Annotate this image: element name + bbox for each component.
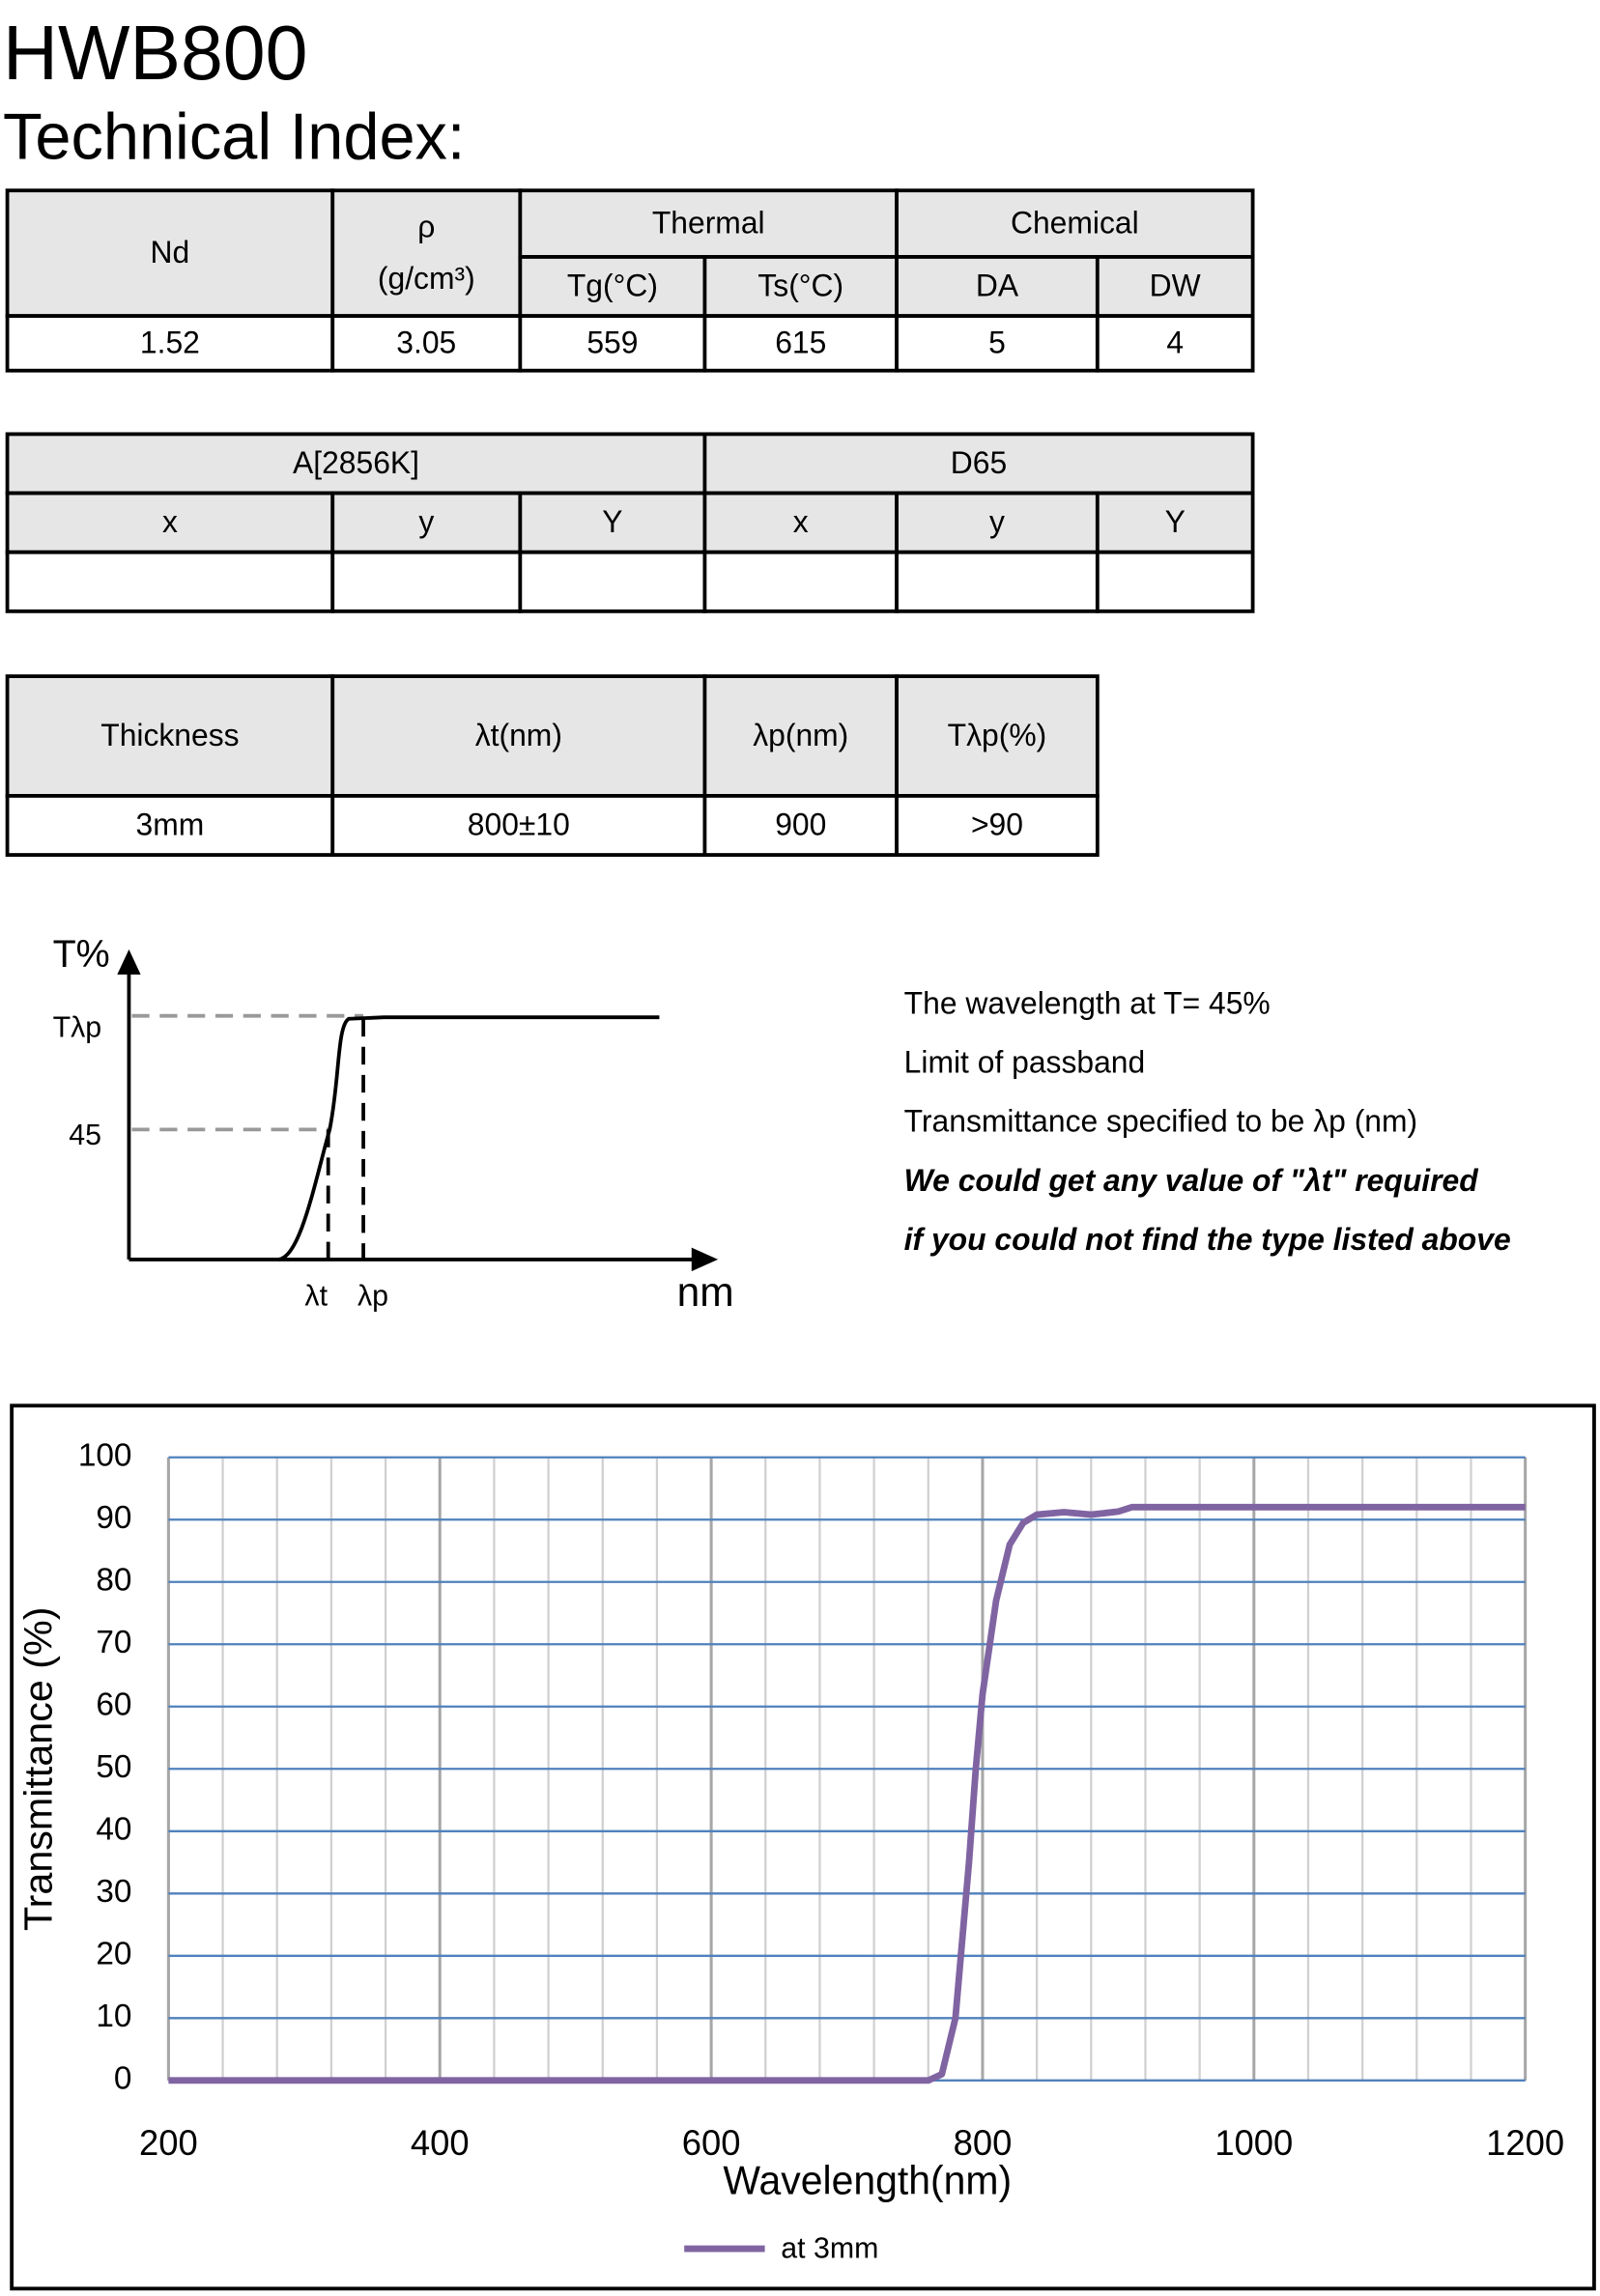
y-tick-label: 0 bbox=[114, 2061, 132, 2097]
diagram-label: λp bbox=[357, 1280, 388, 1313]
table-cell bbox=[330, 491, 523, 554]
cell-text: A[2856K] bbox=[293, 445, 419, 480]
cell-text: DW bbox=[1150, 268, 1202, 302]
note: Transmittance specified to be λp (nm) bbox=[904, 1104, 1417, 1139]
diagram-label: 45 bbox=[69, 1119, 101, 1151]
diagram-label: T% bbox=[53, 933, 110, 976]
y-tick-label: 30 bbox=[96, 1874, 131, 1910]
x-tick-label: 1200 bbox=[1486, 2123, 1564, 2163]
curve bbox=[277, 1015, 660, 1261]
cell-text: x bbox=[162, 504, 178, 539]
y-tick-label: 80 bbox=[96, 1563, 131, 1599]
y-tick-label: 90 bbox=[96, 1500, 131, 1536]
x-axis-title: Wavelength(nm) bbox=[723, 2159, 1012, 2203]
table-cell bbox=[702, 432, 1255, 496]
arrow bbox=[117, 949, 141, 975]
diagram-label: λt bbox=[304, 1280, 328, 1313]
table-cell bbox=[330, 550, 523, 613]
cell-text: (g/cm³) bbox=[378, 261, 475, 296]
series-line bbox=[168, 1503, 1526, 2084]
cell-text: y bbox=[989, 504, 1005, 539]
x-tick-label: 1000 bbox=[1214, 2123, 1293, 2163]
table-cell bbox=[895, 674, 1100, 798]
x-tick-label: 400 bbox=[411, 2123, 470, 2163]
y-axis-title: Transmittance (%) bbox=[15, 1607, 60, 1931]
table-cell bbox=[5, 550, 335, 613]
note: Limit of passband bbox=[904, 1044, 1146, 1079]
cell-text: y bbox=[418, 504, 434, 539]
table-cell bbox=[5, 491, 335, 554]
y-tick-label: 70 bbox=[96, 1625, 131, 1660]
subtitle: Technical Index: bbox=[3, 100, 465, 173]
cell-text: Y bbox=[1165, 504, 1186, 539]
cell-text: 559 bbox=[586, 325, 638, 359]
note: We could get any value of "λt" required bbox=[904, 1163, 1479, 1198]
table-cell bbox=[518, 314, 707, 373]
table-cell bbox=[702, 674, 899, 798]
model-title: HWB800 bbox=[3, 10, 307, 96]
chart-frame bbox=[10, 1403, 1596, 2291]
table-cell bbox=[1095, 255, 1255, 319]
table-cell bbox=[1095, 550, 1255, 613]
cell-text: λp(nm) bbox=[753, 718, 848, 752]
table-cell bbox=[1095, 491, 1255, 554]
legend-label: at 3mm bbox=[781, 2232, 878, 2265]
y-tick-label: 60 bbox=[96, 1687, 131, 1723]
table-cell bbox=[895, 550, 1100, 613]
note: The wavelength at T= 45% bbox=[904, 985, 1271, 1020]
cell-text: 615 bbox=[775, 325, 826, 359]
table-cell bbox=[330, 794, 707, 857]
y-tick-label: 20 bbox=[96, 1937, 131, 1972]
table-cell bbox=[5, 188, 335, 319]
cell-text: 3.05 bbox=[396, 325, 456, 359]
y-tick-label: 100 bbox=[78, 1438, 132, 1474]
cell-text: Tλp(%) bbox=[948, 718, 1047, 752]
x-tick-label: 600 bbox=[682, 2123, 741, 2163]
cell-text: Y bbox=[602, 504, 622, 539]
cell-text: Nd bbox=[151, 235, 190, 269]
cell-text: D65 bbox=[951, 445, 1007, 480]
x-tick-label: 200 bbox=[139, 2123, 198, 2163]
cell-text: 4 bbox=[1166, 325, 1184, 359]
cell-text: >90 bbox=[971, 807, 1023, 841]
cell-text: Chemical bbox=[1011, 205, 1139, 240]
cell-text: x bbox=[793, 504, 809, 539]
cell-text: λt(nm) bbox=[475, 718, 562, 752]
cell-text: Tg(°C) bbox=[567, 268, 658, 302]
diagram-label: nm bbox=[677, 1269, 734, 1316]
cell-text: 3mm bbox=[136, 807, 205, 841]
cell-text: Ts(°C) bbox=[757, 268, 843, 302]
table-cell bbox=[702, 314, 899, 373]
y-tick-label: 50 bbox=[96, 1749, 131, 1785]
cell-text: 5 bbox=[988, 325, 1006, 359]
table-cell bbox=[518, 491, 707, 554]
cell-text: 800±10 bbox=[468, 807, 570, 841]
x-tick-label: 800 bbox=[954, 2123, 1013, 2163]
schematic bbox=[117, 949, 719, 1272]
cell-text: DA bbox=[976, 268, 1019, 302]
note: if you could not find the type listed ab… bbox=[904, 1222, 1511, 1257]
table-cell bbox=[330, 314, 523, 373]
table-cell bbox=[895, 794, 1100, 857]
table-cell bbox=[1095, 314, 1255, 373]
cell-text: Thickness bbox=[100, 718, 239, 752]
y-tick-label: 10 bbox=[96, 1998, 131, 2034]
y-tick-label: 40 bbox=[96, 1812, 131, 1848]
cell-text: 900 bbox=[775, 807, 826, 841]
table-cell bbox=[5, 794, 335, 857]
cell-text: 1.52 bbox=[140, 325, 200, 359]
table-cell bbox=[518, 550, 707, 613]
diagram-label: Tλp bbox=[53, 1010, 102, 1043]
cell-text: ρ bbox=[417, 209, 435, 243]
table-cell bbox=[5, 674, 335, 798]
table-cell bbox=[702, 550, 899, 613]
arrow bbox=[691, 1247, 719, 1272]
cell-text: Thermal bbox=[652, 205, 765, 240]
